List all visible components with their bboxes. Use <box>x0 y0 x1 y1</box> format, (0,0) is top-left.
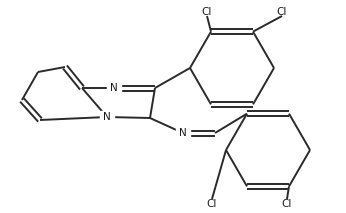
Text: N: N <box>179 128 187 138</box>
Text: Cl: Cl <box>202 7 212 17</box>
Bar <box>195 5 219 19</box>
Text: Cl: Cl <box>277 7 287 17</box>
Bar <box>176 127 190 139</box>
Text: N: N <box>110 83 118 93</box>
Text: Cl: Cl <box>282 199 292 209</box>
Text: Cl: Cl <box>207 199 217 209</box>
Bar <box>200 197 224 211</box>
Bar <box>270 5 294 19</box>
Bar <box>275 197 299 211</box>
Bar <box>107 82 121 94</box>
Text: N: N <box>103 112 111 122</box>
Bar <box>100 111 114 123</box>
